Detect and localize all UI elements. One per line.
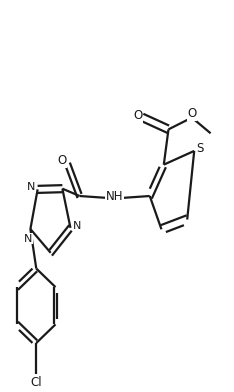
Text: N: N <box>73 221 81 231</box>
Text: N: N <box>24 234 32 244</box>
Text: N: N <box>27 182 35 192</box>
Text: S: S <box>196 142 204 156</box>
Text: O: O <box>187 107 197 120</box>
Text: Cl: Cl <box>30 376 42 390</box>
Text: O: O <box>133 109 142 122</box>
Text: O: O <box>57 154 67 167</box>
Text: NH: NH <box>106 189 123 203</box>
